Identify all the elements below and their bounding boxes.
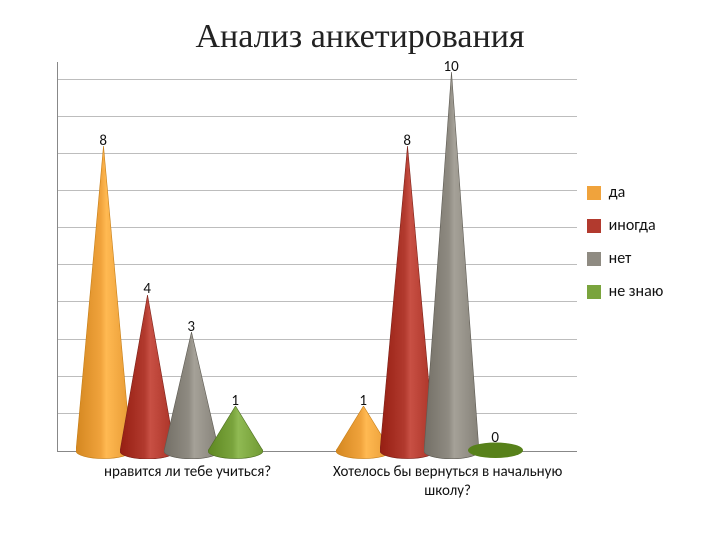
legend-swatch bbox=[587, 285, 601, 299]
legend-label: иногда bbox=[609, 216, 656, 235]
chart-group: 8 4 3 bbox=[58, 62, 318, 451]
legend: да иногда нет не знаю bbox=[587, 183, 664, 301]
xaxis-category-label: нравится ли тебе учиться? bbox=[73, 463, 303, 482]
legend-label: да bbox=[609, 183, 626, 202]
legend-item: не знаю bbox=[587, 282, 664, 301]
legend-label: нет bbox=[609, 249, 632, 268]
xaxis-category-label: Хотелось бы вернуться в начальную школу? bbox=[333, 463, 563, 501]
chart-area: 8 4 3 bbox=[24, 62, 696, 452]
slide: Анализ анкетирования 8 4 bbox=[0, 0, 720, 540]
legend-item: нет bbox=[587, 249, 664, 268]
legend-item: да bbox=[587, 183, 664, 202]
cone-bar bbox=[424, 72, 479, 459]
legend-swatch bbox=[587, 252, 601, 266]
chart-group: 1 8 10 bbox=[318, 62, 578, 451]
plot-area: 8 4 3 bbox=[57, 62, 577, 452]
legend-label: не знаю bbox=[609, 282, 664, 301]
legend-swatch bbox=[587, 186, 601, 200]
legend-swatch bbox=[587, 219, 601, 233]
legend-item: иногда bbox=[587, 216, 664, 235]
chart-title: Анализ анкетирования bbox=[24, 18, 696, 56]
cone-bar bbox=[208, 406, 263, 459]
cone-bar bbox=[468, 442, 523, 459]
